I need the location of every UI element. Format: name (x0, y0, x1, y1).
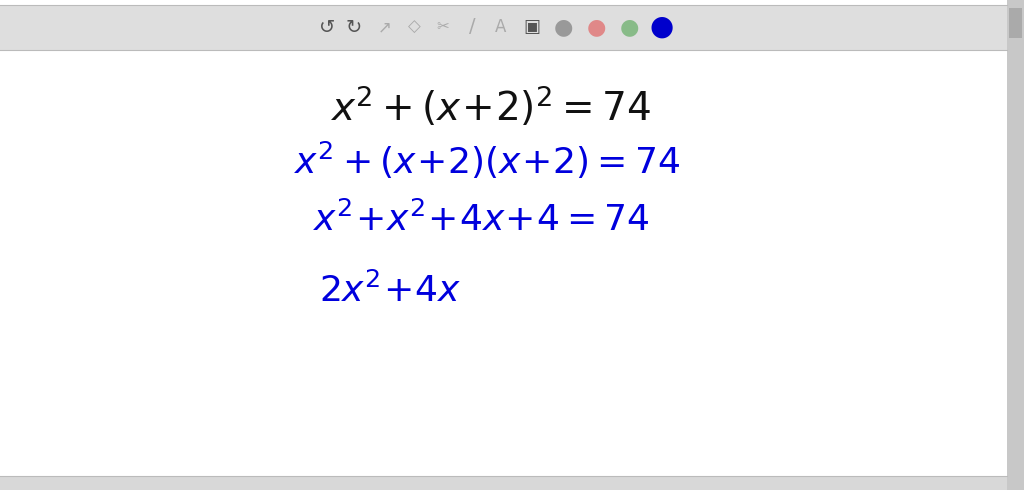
Text: ↻: ↻ (346, 18, 362, 36)
Text: ↗: ↗ (378, 18, 392, 36)
Bar (0, 5, 1007, 50)
Text: /: / (469, 18, 475, 36)
Text: ●: ● (620, 17, 639, 37)
Text: $\mathit{x}^2 + (\mathit{x}\!+\!2)^2 = 74$: $\mathit{x}^2 + (\mathit{x}\!+\!2)^2 = 7… (330, 85, 650, 129)
Text: ●: ● (587, 17, 605, 37)
Text: $2\mathit{x}^2\!+\!4\mathit{x}$: $2\mathit{x}^2\!+\!4\mathit{x}$ (318, 273, 461, 309)
Text: ↺: ↺ (318, 18, 335, 36)
Bar (1009, 8, 1022, 38)
Text: ●: ● (553, 17, 572, 37)
Text: ✂: ✂ (436, 20, 450, 34)
Text: ◇: ◇ (408, 18, 421, 36)
Text: $\mathit{x}^2\!+\!\mathit{x}^2\!+\!4\mathit{x}\!+\!4 = 74$: $\mathit{x}^2\!+\!\mathit{x}^2\!+\!4\mat… (312, 202, 649, 238)
Bar (1007, 0, 1024, 490)
Text: ▣: ▣ (523, 18, 541, 36)
Bar (0, 476, 1007, 490)
Text: ●: ● (650, 13, 674, 41)
Text: $\mathit{x}^2 + (\mathit{x}\!+\!2)(\mathit{x}\!+\!2) = 74$: $\mathit{x}^2 + (\mathit{x}\!+\!2)(\math… (294, 139, 680, 181)
Text: A: A (496, 18, 507, 36)
